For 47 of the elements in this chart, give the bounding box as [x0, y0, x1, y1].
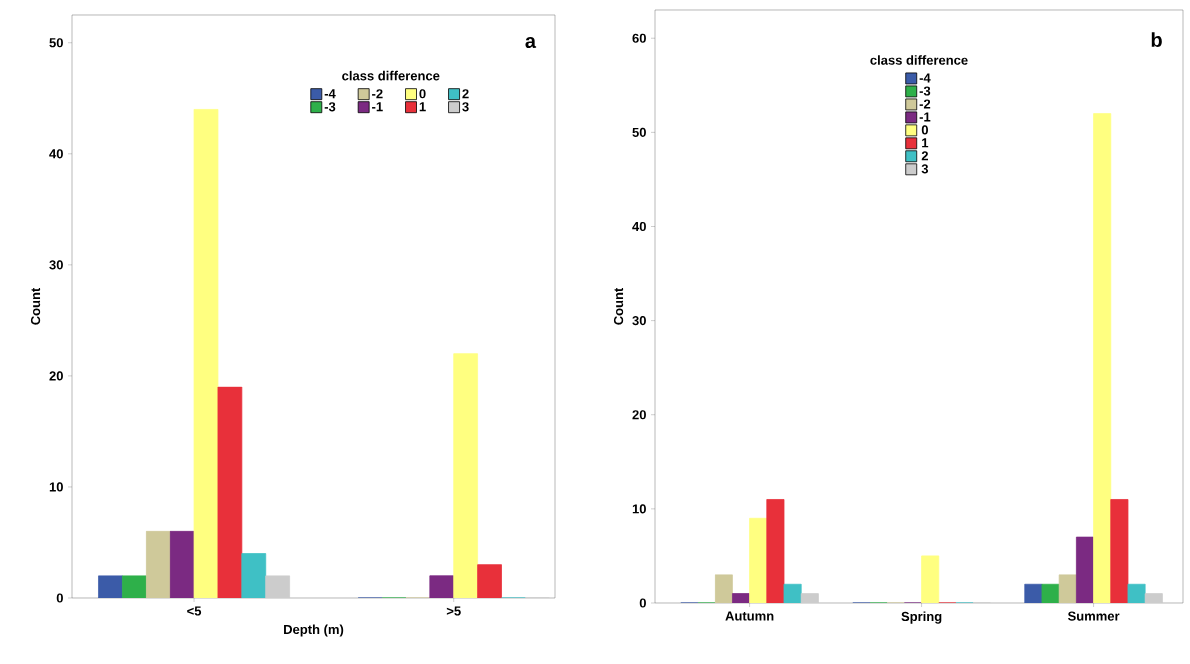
y-tick-label: 60: [632, 33, 646, 43]
annotation: b: [1151, 32, 1162, 47]
y-axis-title: Count: [613, 287, 624, 325]
legend-title: class difference: [342, 70, 440, 81]
x-tick-label: <5: [187, 606, 202, 616]
legend-label: 2: [462, 89, 469, 99]
legend-label: 2: [921, 151, 929, 161]
legend-label: -2: [372, 89, 383, 99]
y-tick-label: 30: [632, 316, 646, 326]
x-axis-title: Depth (m): [284, 624, 344, 637]
y-tick-label: 40: [632, 221, 646, 232]
legend-title: class difference: [870, 55, 968, 65]
y-tick-label: 50: [49, 38, 63, 48]
y-tick-label: 10: [632, 504, 646, 514]
annotation: a: [525, 37, 537, 48]
y-tick-label: 0: [639, 598, 646, 608]
legend-label: -1: [919, 112, 931, 122]
y-tick-label: 20: [632, 410, 646, 420]
y-tick-label: 0: [56, 593, 63, 603]
y-tick-label: 40: [49, 149, 63, 159]
legend-label: -4: [919, 73, 931, 83]
legend-label: -3: [324, 102, 336, 112]
x-tick-label: Summer: [1067, 611, 1120, 621]
legend-label: -3: [919, 86, 931, 96]
x-tick-label: Autumn: [725, 611, 774, 621]
legend-label: -4: [324, 89, 336, 99]
bar: [1041, 583, 1060, 603]
legend-label: 1: [419, 102, 426, 112]
legend-label: 0: [921, 125, 928, 135]
legend-label: 1: [922, 138, 929, 148]
bar: [241, 553, 267, 598]
y-tick-label: 30: [49, 260, 63, 270]
y-tick-label: 20: [49, 371, 63, 381]
bar: [121, 575, 147, 598]
legend-label: -2: [919, 99, 931, 109]
bar: [265, 575, 291, 598]
x-tick-label: Spring: [901, 611, 942, 624]
y-axis-title: Count: [30, 287, 41, 325]
x-tick-label: >5: [446, 606, 461, 616]
legend-label: 0: [419, 89, 426, 99]
bar: [1058, 574, 1077, 603]
y-tick-label: 50: [632, 127, 646, 137]
legend-label: 3: [921, 164, 929, 174]
legend-label: -1: [372, 102, 383, 112]
y-tick-label: 10: [49, 482, 63, 492]
legend-label: 3: [462, 102, 469, 112]
bar: [714, 574, 733, 603]
